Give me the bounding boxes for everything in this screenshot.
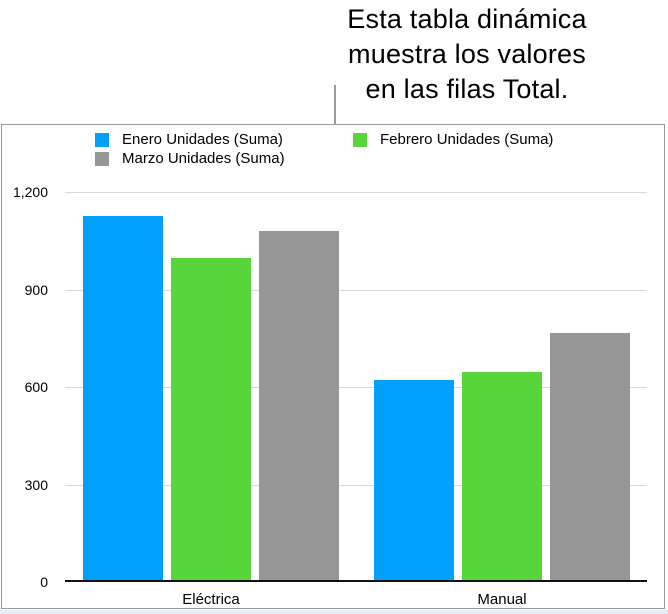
legend-swatch-enero (95, 133, 109, 147)
callout-text: Esta tabla dinámica muestra los valores … (347, 4, 587, 104)
bar-enero-manual[interactable] (374, 380, 454, 580)
x-axis-line (65, 580, 647, 582)
legend-swatch-marzo (95, 152, 109, 166)
bar-marzo-manual[interactable] (550, 333, 630, 580)
y-tick-label-0: 0 (40, 574, 48, 590)
chart-panel[interactable]: Enero Unidades (Suma) Febrero Unidades (S… (1, 124, 665, 609)
legend-item-febrero[interactable]: Febrero Unidades (Suma) (353, 131, 553, 149)
legend-item-enero[interactable]: Enero Unidades (Suma) (95, 131, 283, 149)
gridline-600 (65, 387, 647, 388)
gridline-1200 (65, 192, 647, 193)
plot-area (65, 192, 647, 582)
legend-swatch-febrero (353, 133, 367, 147)
bar-febrero-electrica[interactable] (171, 258, 251, 580)
y-tick-label-600: 600 (24, 379, 48, 395)
y-tick-label-1-200: 1,200 (12, 184, 48, 200)
legend-label-marzo: Marzo Unidades (Suma) (122, 150, 285, 167)
bar-febrero-manual[interactable] (462, 372, 542, 580)
bottom-strip (0, 610, 668, 614)
category-label-manual: Manual (477, 591, 527, 608)
bar-enero-electrica[interactable] (83, 216, 163, 580)
y-tick-label-300: 300 (24, 476, 48, 493)
legend-label-febrero: Febrero Unidades (Suma) (380, 131, 554, 148)
bar-marzo-electrica[interactable] (259, 231, 339, 580)
gridline-300 (65, 484, 647, 486)
legend-item-marzo[interactable]: Marzo Unidades (Suma) (95, 150, 285, 168)
y-tick-label-900: 900 (24, 281, 48, 298)
legend-label-enero: Enero Unidades (Suma) (122, 131, 283, 148)
gridline-900 (65, 289, 647, 291)
callout-pointer-line (334, 85, 336, 125)
category-label-electrica: Eléctrica (182, 591, 240, 608)
